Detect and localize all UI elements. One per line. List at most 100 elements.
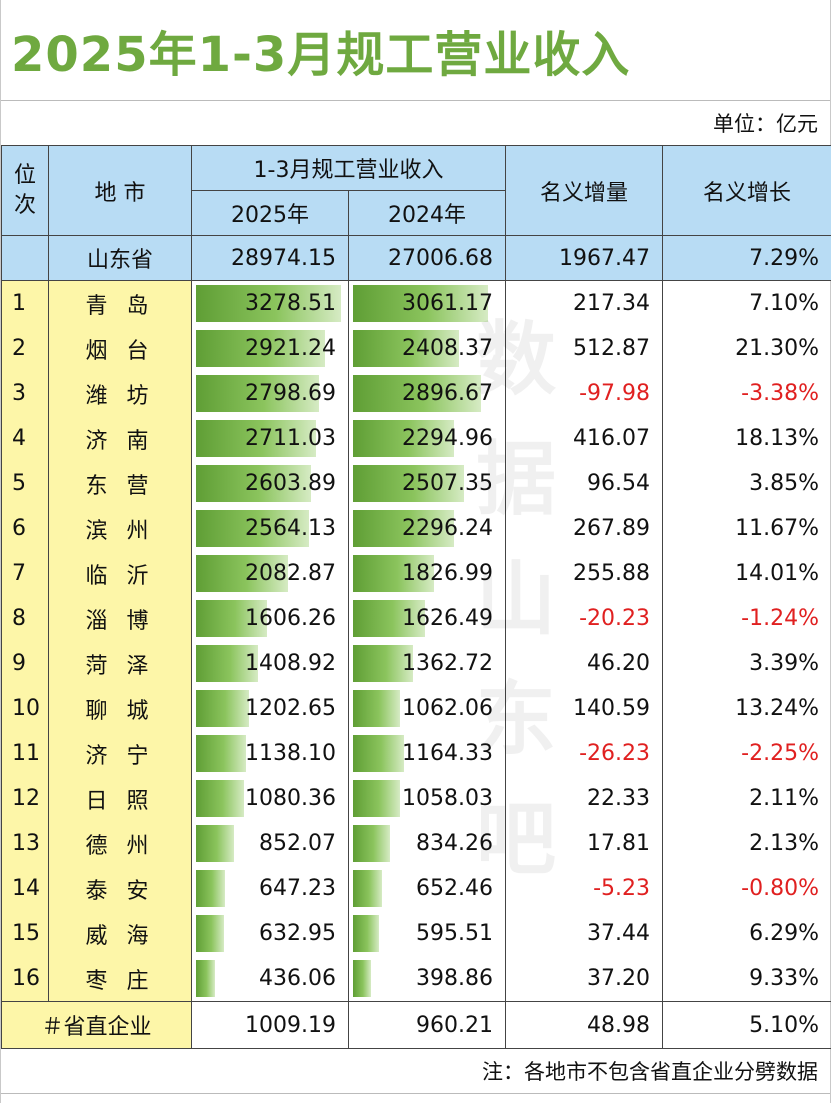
increase-cell: -20.23 (505, 596, 663, 641)
value-2024-value: 1362.72 (402, 651, 493, 676)
value-2024-value: 595.51 (416, 921, 493, 946)
value-2025-value: 2564.13 (245, 516, 336, 541)
value-2024-cell: 834.26 (348, 821, 506, 866)
increase-cell: 255.88 (505, 551, 663, 596)
value-2025-cell: 2798.69 (191, 371, 349, 416)
header-city: 地 市 (48, 145, 192, 236)
footer-growth: 5.10% (662, 1001, 831, 1049)
increase-cell: -97.98 (505, 371, 663, 416)
header-2025: 2025年 (191, 190, 349, 236)
growth-cell: 3.85% (662, 461, 831, 506)
value-2024-bar (353, 825, 390, 862)
rank-cell: 8 (1, 596, 49, 641)
value-2025-cell: 2711.03 (191, 416, 349, 461)
rank-cell: 16 (1, 956, 49, 1002)
increase-cell: 512.87 (505, 326, 663, 371)
value-2024-bar (353, 555, 434, 592)
value-2024-bar (353, 645, 413, 682)
province-increase: 1967.47 (505, 235, 663, 281)
value-2025-value: 2082.87 (245, 561, 336, 586)
value-2024-value: 2507.35 (402, 471, 493, 496)
value-2024-bar (353, 960, 371, 997)
growth-cell: 13.24% (662, 686, 831, 731)
rank-cell: 15 (1, 911, 49, 956)
value-2024-value: 2294.96 (402, 426, 493, 451)
value-2025-bar (196, 645, 258, 682)
header-growth: 名义增长 (662, 145, 831, 236)
header-rank: 位次 (1, 145, 49, 236)
province-row: 山东省 28974.15 27006.68 1967.47 7.29% (1, 235, 831, 281)
city-cell: 威 海 (48, 911, 192, 956)
footer-2024: 960.21 (348, 1001, 506, 1049)
value-2024-bar (353, 375, 481, 412)
table-row: 14 泰 安 647.23 652.46 -5.23 -0.80% (1, 866, 831, 911)
value-2024-value: 834.26 (416, 831, 493, 856)
increase-cell: 217.34 (505, 280, 663, 326)
value-2024-value: 652.46 (416, 876, 493, 901)
growth-cell: 3.39% (662, 641, 831, 686)
value-2025-cell: 647.23 (191, 866, 349, 911)
value-2024-bar (353, 285, 488, 322)
value-2025-cell: 2603.89 (191, 461, 349, 506)
value-2025-bar (196, 825, 234, 862)
value-2025-bar (196, 960, 215, 997)
unit-row: 单位：亿元 (1, 101, 830, 145)
value-2025-cell: 436.06 (191, 956, 349, 1002)
value-2024-cell: 1826.99 (348, 551, 506, 596)
city-cell: 潍 坊 (48, 371, 192, 416)
city-cell: 枣 庄 (48, 956, 192, 1002)
table-row: 12 日 照 1080.36 1058.03 22.33 2.11% (1, 776, 831, 821)
growth-cell: 9.33% (662, 956, 831, 1002)
value-2025-value: 2798.69 (245, 381, 336, 406)
footer-2025: 1009.19 (191, 1001, 349, 1049)
footer-name: ＃省直企业 (1, 1001, 192, 1049)
value-2024-bar (353, 690, 400, 727)
value-2024-value: 3061.17 (402, 291, 493, 316)
province-rank (1, 235, 49, 281)
value-2025-cell: 2921.24 (191, 326, 349, 371)
value-2024-value: 1062.06 (402, 696, 493, 721)
page-title: 2025年1-3月规工营业收入 (11, 27, 631, 83)
value-2024-value: 398.86 (416, 966, 493, 991)
value-2025-value: 3278.51 (245, 291, 336, 316)
growth-cell: -2.25% (662, 731, 831, 776)
growth-cell: -3.38% (662, 371, 831, 416)
city-cell: 菏 泽 (48, 641, 192, 686)
title-bar: 2025年1-3月规工营业收入 (1, 0, 830, 101)
value-2024-bar (353, 465, 464, 502)
value-2025-bar (196, 870, 225, 907)
value-2025-bar (196, 915, 224, 952)
growth-cell: 2.11% (662, 776, 831, 821)
value-2025-bar (196, 600, 267, 637)
value-2024-bar (353, 735, 404, 772)
city-cell: 聊 城 (48, 686, 192, 731)
value-2025-value: 2603.89 (245, 471, 336, 496)
footer-increase: 48.98 (505, 1001, 663, 1049)
table-row: 16 枣 庄 436.06 398.86 37.20 9.33% (1, 956, 831, 1002)
value-2024-cell: 2408.37 (348, 326, 506, 371)
growth-cell: 21.30% (662, 326, 831, 371)
value-2025-value: 1138.10 (245, 741, 336, 766)
value-2025-cell: 1080.36 (191, 776, 349, 821)
value-2024-bar (353, 915, 379, 952)
table-row: 11 济 宁 1138.10 1164.33 -26.23 -2.25% (1, 731, 831, 776)
rank-cell: 9 (1, 641, 49, 686)
value-2025-value: 436.06 (259, 966, 336, 991)
value-2024-cell: 595.51 (348, 911, 506, 956)
value-2024-value: 1058.03 (402, 786, 493, 811)
table-row: 10 聊 城 1202.65 1062.06 140.59 13.24% (1, 686, 831, 731)
value-2025-bar (196, 690, 249, 727)
value-2024-cell: 398.86 (348, 956, 506, 1002)
value-2025-bar (196, 555, 288, 592)
rank-cell: 7 (1, 551, 49, 596)
increase-cell: 96.54 (505, 461, 663, 506)
increase-cell: 37.20 (505, 956, 663, 1002)
value-2025-bar (196, 420, 316, 457)
